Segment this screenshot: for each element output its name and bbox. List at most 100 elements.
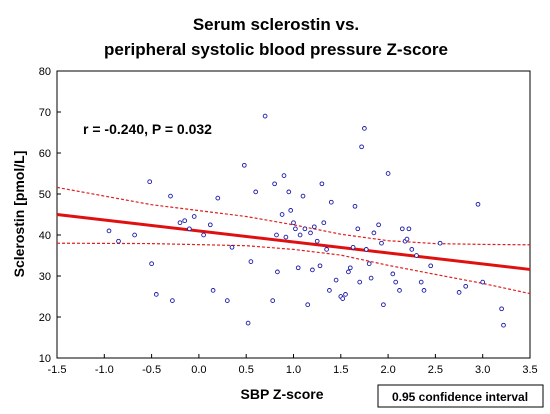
data-point	[207, 222, 213, 228]
data-point	[352, 203, 358, 209]
data-point	[317, 263, 323, 269]
data-point	[393, 279, 399, 285]
data-point	[106, 228, 112, 234]
x-tick-label: 2.5	[428, 364, 443, 376]
data-point	[182, 218, 188, 224]
data-point	[215, 195, 221, 201]
ci-lower-line	[56, 242, 531, 295]
data-point	[286, 189, 292, 195]
data-point	[421, 288, 427, 293]
legend: 0.95 confidence interval	[377, 384, 544, 408]
data-point	[346, 269, 351, 275]
y-tick-label: 80	[39, 66, 51, 78]
data-point	[187, 226, 192, 232]
data-point	[343, 292, 348, 297]
data-point	[149, 261, 154, 267]
data-point	[210, 288, 216, 293]
data-point	[270, 298, 276, 303]
regression-line	[56, 213, 531, 271]
data-point	[319, 181, 325, 187]
data-point	[253, 189, 259, 195]
data-point	[305, 302, 311, 308]
data-point	[297, 232, 303, 238]
data-point	[381, 302, 386, 308]
data-point	[147, 179, 153, 185]
y-tick-label: 20	[39, 312, 51, 324]
data-point	[397, 288, 402, 293]
x-tick-label: 0.5	[239, 364, 254, 376]
data-point	[428, 263, 434, 269]
data-point	[283, 234, 289, 240]
data-point	[333, 277, 339, 283]
data-point	[362, 126, 367, 131]
data-point	[414, 253, 419, 258]
plot-frame	[56, 70, 531, 359]
data-point	[480, 279, 486, 285]
data-point	[376, 222, 381, 228]
data-point	[262, 113, 268, 119]
data-point	[314, 238, 320, 244]
data-point	[275, 269, 280, 275]
data-point	[241, 162, 247, 168]
data-point	[371, 230, 377, 236]
x-tick-label: 3.5	[522, 364, 537, 376]
correlation-annotation: r = -0.240, P = 0.032	[83, 121, 212, 137]
data-point	[366, 261, 372, 267]
chart-title-line-1: Serum sclerostin vs.	[193, 15, 359, 34]
data-point	[191, 214, 197, 219]
x-tick-label: -1.5	[48, 364, 67, 376]
data-point	[177, 220, 183, 226]
x-tick-label: -1.0	[95, 364, 114, 376]
data-point	[245, 320, 251, 326]
data-point	[409, 247, 415, 252]
data-point	[272, 181, 277, 187]
data-point	[116, 238, 121, 244]
data-point	[168, 193, 173, 199]
x-tick-label: 3.0	[475, 364, 490, 376]
y-tick-label: 50	[39, 189, 51, 201]
data-point	[295, 265, 301, 271]
y-tick-label: 70	[39, 107, 51, 119]
data-point	[340, 296, 346, 301]
data-point	[288, 208, 294, 213]
data-point	[379, 240, 384, 246]
data-point	[281, 173, 287, 178]
data-point	[418, 279, 424, 285]
data-point	[153, 292, 159, 297]
data-point	[501, 322, 506, 328]
data-point	[406, 226, 412, 232]
data-point	[248, 259, 254, 264]
data-point	[311, 224, 317, 230]
legend-label: 0.95 confidence interval	[392, 390, 528, 404]
data-point	[499, 306, 504, 312]
data-point	[327, 288, 332, 293]
data-point	[321, 220, 327, 226]
data-point	[324, 247, 329, 252]
data-point	[385, 171, 391, 176]
data-point	[475, 201, 481, 207]
data-point	[347, 265, 353, 271]
data-point	[302, 226, 308, 232]
x-tick-label: 2.0	[380, 364, 395, 376]
y-tick-label: 40	[39, 230, 51, 242]
data-point	[170, 298, 175, 303]
data-point	[437, 240, 443, 246]
data-point	[132, 232, 137, 238]
data-point	[201, 232, 206, 238]
x-tick-label: 0.0	[191, 364, 206, 376]
data-point	[404, 236, 410, 242]
data-point	[293, 226, 298, 232]
data-point	[279, 212, 285, 217]
data-point	[274, 232, 279, 238]
data-point	[456, 290, 462, 295]
ci-upper-line	[56, 186, 531, 246]
y-tick-label: 60	[39, 148, 51, 160]
data-point	[357, 279, 363, 285]
data-point	[310, 267, 315, 273]
data-point	[359, 144, 364, 150]
data-point	[308, 230, 313, 236]
x-tick-label: 1.5	[333, 364, 348, 376]
chart-title-line-2: peripheral systolic blood pressure Z-sco…	[104, 40, 448, 59]
x-axis-label: SBP Z-score	[241, 386, 324, 402]
